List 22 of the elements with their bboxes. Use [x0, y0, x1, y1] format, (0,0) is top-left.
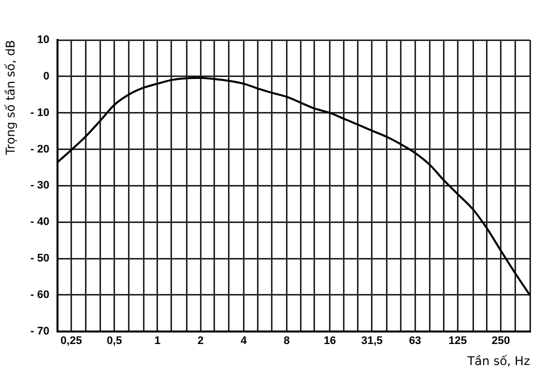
- x-tick-label: 31,5: [361, 335, 383, 348]
- x-tick-label: 63: [408, 335, 422, 348]
- y-tick-label: - 30: [30, 180, 50, 192]
- y-tick-label: - 70: [30, 325, 50, 338]
- y-tick-label: - 40: [30, 216, 50, 228]
- x-axis-title: Tần số, Hz: [466, 354, 530, 368]
- x-tick-label: 125: [448, 335, 467, 348]
- x-tick-label: 4: [240, 335, 248, 348]
- y-tick-label: - 10: [30, 106, 50, 119]
- x-tick-label: 250: [492, 335, 510, 348]
- y-tick-label: 0: [43, 70, 50, 82]
- x-tick-label: 2: [197, 335, 204, 348]
- y-tick-label: - 20: [30, 143, 50, 156]
- x-tick-label: 1: [154, 335, 160, 348]
- x-tick-label: 16: [324, 335, 336, 348]
- y-axis-title: Trọng số tần số, dB: [3, 40, 18, 156]
- x-tick-label: 0,25: [60, 335, 82, 348]
- y-tick-label: - 50: [30, 252, 50, 265]
- y-tick-label: 10: [37, 34, 50, 46]
- x-tick-label: 8: [284, 335, 290, 348]
- y-tick-label: - 60: [30, 289, 50, 302]
- x-tick-label: 0,5: [106, 335, 122, 348]
